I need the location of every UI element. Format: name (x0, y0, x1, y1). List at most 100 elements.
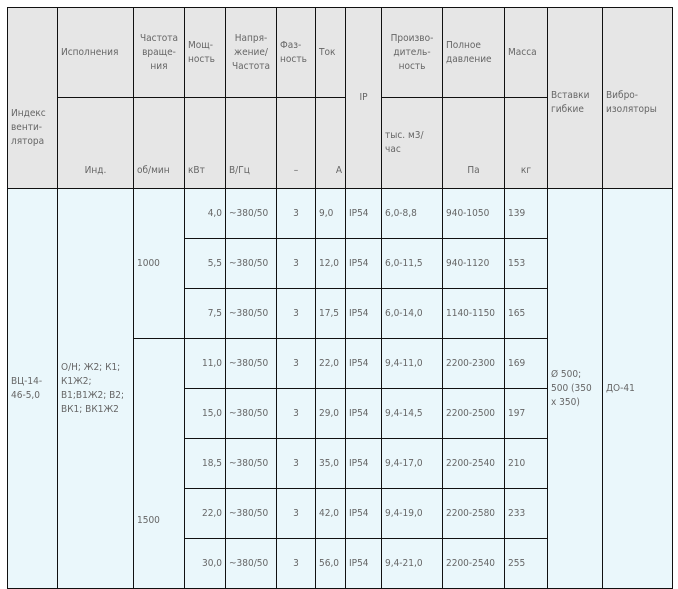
table-row: 7,5 ~380/50 3 17,5 IP54 6,0-14,0 1140-1150 165 (8, 288, 673, 339)
model-index: ВЦ-14-46-5,0 (7, 188, 58, 589)
cell-mass: 169 (504, 338, 548, 389)
header-current: Ток (315, 7, 346, 98)
cell-current: 12,0 (315, 238, 346, 289)
cell-pressure: 940-1120 (442, 238, 505, 289)
cell-current: 17,5 (315, 288, 346, 339)
cell-ip: IP54 (345, 438, 382, 489)
cell-voltage: ~380/50 (225, 288, 277, 339)
unit-current: А (315, 97, 346, 189)
cell-current: 9,0 (315, 188, 346, 239)
cell-mass: 233 (504, 488, 548, 539)
cell-flow: 9,4-14,5 (381, 388, 443, 439)
cell-mass: 197 (504, 388, 548, 439)
cell-voltage: ~380/50 (225, 388, 277, 439)
unit-mass: кг (504, 97, 548, 189)
cell-power: 22,0 (184, 488, 226, 539)
header-inserts: Вставки гибкие (547, 7, 603, 189)
cell-current: 29,0 (315, 388, 346, 439)
cell-ip: IP54 (345, 188, 382, 239)
cell-current: 56,0 (315, 538, 346, 589)
model-inserts: Ø 500; 500 (350 x 350) (547, 188, 603, 589)
cell-phase: 3 (276, 288, 316, 339)
header-index: Индекс венти-лятора (7, 7, 58, 189)
table-row: 22,0 ~380/50 3 42,0 IP54 9,4-19,0 2200-2580 233 (8, 488, 673, 539)
table-row: 15,0 ~380/50 3 29,0 IP54 9,4-14,5 2200-2500 197 (8, 388, 673, 439)
cell-phase: 3 (276, 238, 316, 289)
cell-pressure: 1140-1150 (442, 288, 505, 339)
unit-versions: Инд. (57, 97, 134, 189)
cell-mass: 255 (504, 538, 548, 589)
cell-flow: 6,0-8,8 (381, 188, 443, 239)
cell-phase: 3 (276, 188, 316, 239)
cell-power: 7,5 (184, 288, 226, 339)
cell-current: 42,0 (315, 488, 346, 539)
unit-speed: об/мин (133, 97, 185, 189)
cell-flow: 9,4-19,0 (381, 488, 443, 539)
cell-pressure: 2200-2540 (442, 438, 505, 489)
unit-phase: – (276, 97, 316, 189)
cell-pressure: 2200-2300 (442, 338, 505, 389)
table-row: 1500 11,0 ~380/50 3 22,0 IP54 9,4-11,0 2200-230… (8, 338, 673, 589)
cell-current: 22,0 (315, 338, 346, 389)
cell-mass: 139 (504, 188, 548, 239)
cell-mass: 210 (504, 438, 548, 489)
header-versions: Исполнения (57, 7, 134, 98)
cell-power: 30,0 (184, 538, 226, 589)
speed-cell: 1500 (133, 338, 185, 589)
cell-power: 11,0 (184, 338, 226, 389)
header-power: Мощ-ность (184, 7, 226, 98)
cell-power: 18,5 (184, 438, 226, 489)
cell-voltage: ~380/50 (225, 238, 277, 289)
table-row: ВЦ-14-46-5,0 О/Н; Ж2; К1; К1Ж2; В1;В1Ж2; … (7, 188, 673, 589)
unit-flow: тыс. м3/час (381, 97, 443, 189)
cell-ip: IP54 (345, 288, 382, 339)
cell-phase: 3 (276, 488, 316, 539)
header-phase: Фаз-ность (276, 7, 316, 98)
cell-power: 15,0 (184, 388, 226, 439)
cell-phase: 3 (276, 538, 316, 589)
cell-pressure: 940-1050 (442, 188, 505, 239)
cell-pressure: 2200-2580 (442, 488, 505, 539)
cell-ip: IP54 (345, 488, 382, 539)
cell-phase: 3 (276, 438, 316, 489)
cell-ip: IP54 (345, 338, 382, 389)
speed-cell: 1000 (133, 188, 185, 339)
header-voltage: Напря-жение/ Частота (225, 7, 277, 98)
cell-ip: IP54 (345, 538, 382, 589)
table-row: 30,0 ~380/50 3 56,0 IP54 9,4-21,0 2200-2540 255 (8, 538, 673, 589)
header-flow: Произво-дитель-ность (381, 7, 443, 98)
cell-phase: 3 (276, 338, 316, 389)
header-pressure: Полное давление (442, 7, 505, 98)
cell-voltage: ~380/50 (225, 338, 277, 389)
cell-ip: IP54 (345, 388, 382, 439)
cell-phase: 3 (276, 388, 316, 439)
unit-pressure: Па (442, 97, 505, 189)
cell-flow: 9,4-11,0 (381, 338, 443, 389)
cell-flow: 9,4-17,0 (381, 438, 443, 489)
cell-flow: 6,0-11,5 (381, 238, 443, 289)
header-speed: Частота враще-ния (133, 7, 185, 98)
header-mass: Масса (504, 7, 548, 98)
cell-voltage: ~380/50 (225, 438, 277, 489)
header-isolators: Вибро-изоляторы (602, 7, 673, 189)
table-row: 5,5 ~380/50 3 12,0 IP54 6,0-11,5 940-1120 153 (8, 238, 673, 289)
header-ip: IP (345, 7, 382, 189)
cell-current: 35,0 (315, 438, 346, 489)
cell-power: 5,5 (184, 238, 226, 289)
unit-voltage: В/Гц (225, 97, 277, 189)
cell-pressure: 2200-2540 (442, 538, 505, 589)
cell-mass: 165 (504, 288, 548, 339)
fan-spec-table: Индекс венти-лятора Исполнения Частота в… (7, 7, 673, 589)
model-isolators: ДО-41 (602, 188, 673, 589)
unit-power: кВт (184, 97, 226, 189)
cell-flow: 6,0-14,0 (381, 288, 443, 339)
cell-mass: 153 (504, 238, 548, 289)
model-versions: О/Н; Ж2; К1; К1Ж2; В1;В1Ж2; В2; ВК1; ВК1… (57, 188, 134, 589)
cell-ip: IP54 (345, 238, 382, 289)
cell-flow: 9,4-21,0 (381, 538, 443, 589)
cell-power: 4,0 (184, 188, 226, 239)
cell-voltage: ~380/50 (225, 488, 277, 539)
cell-pressure: 2200-2500 (442, 388, 505, 439)
cell-voltage: ~380/50 (225, 188, 277, 239)
cell-voltage: ~380/50 (225, 538, 277, 589)
